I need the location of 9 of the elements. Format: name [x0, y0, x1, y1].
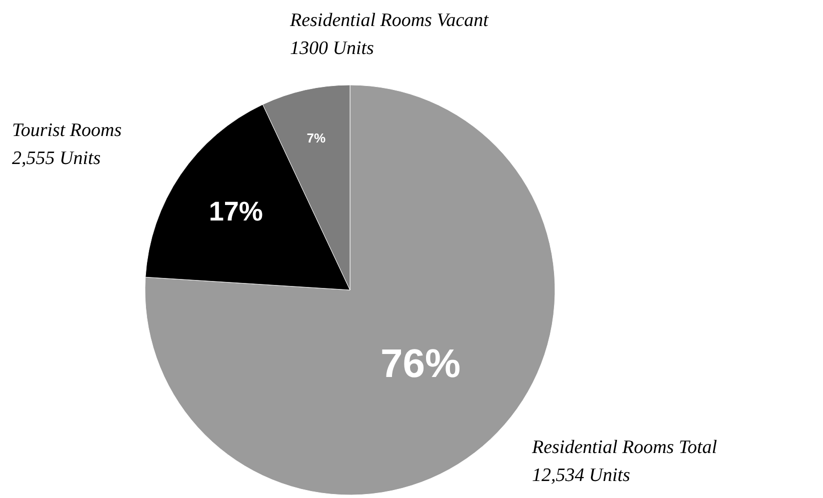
text: 2,555 Units — [12, 148, 101, 169]
slice-label: Residential Rooms Vacant — [289, 10, 490, 31]
text: 1300 Units — [290, 38, 374, 59]
slice-label: Residential Rooms Total — [531, 437, 718, 458]
data-label: 17% — [208, 196, 263, 226]
slice-label: Tourist Rooms — [12, 120, 122, 141]
data-label: 7% — [306, 130, 326, 146]
data-label: 76% — [380, 342, 461, 386]
text: 12,534 Units — [532, 465, 630, 486]
